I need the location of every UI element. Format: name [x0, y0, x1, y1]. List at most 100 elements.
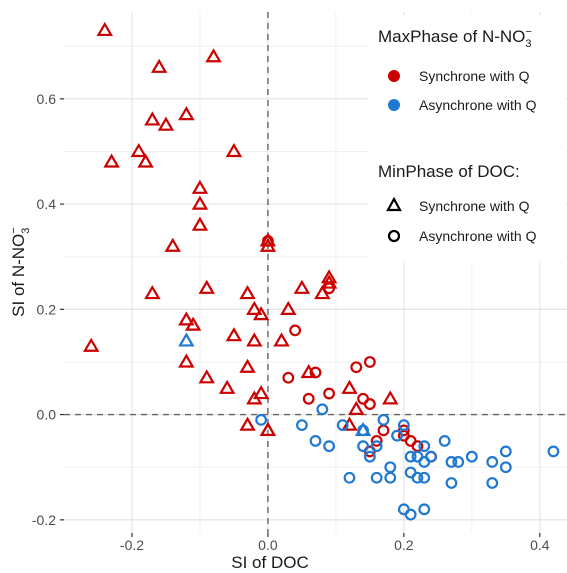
blue-circle-point — [391, 429, 403, 442]
red-triangle-point — [184, 316, 202, 331]
x-tick-label: 0.2 — [394, 537, 414, 553]
legend-color-item-1: Synchrone with Q — [419, 68, 530, 84]
red-triangle-point — [259, 421, 277, 437]
x-axis-ticks: -0.2 0.0 0.2 0.4 — [120, 533, 550, 553]
red-triangle-point — [246, 300, 263, 315]
red-triangle-point — [225, 327, 243, 342]
blue-circle-point — [418, 440, 431, 453]
blue-circle-point — [255, 413, 268, 426]
red-triangle-point — [239, 285, 256, 300]
x-tick-label: 0.0 — [258, 537, 278, 553]
blue-circle-point — [486, 456, 499, 468]
red-triangle-point — [239, 358, 256, 373]
y-axis-label: SI of N-NO3− — [8, 227, 32, 317]
red-triangle-point — [178, 311, 195, 326]
x-axis-label: SI of DOC — [231, 553, 308, 572]
red-circle-point — [363, 398, 376, 410]
reference-lines — [64, 12, 567, 533]
y-tick-label: 0.0 — [37, 407, 57, 423]
blue-circle-point — [418, 471, 431, 484]
red-triangle-point — [348, 400, 365, 415]
red-triangle-point — [164, 237, 181, 252]
red-triangle-point — [82, 337, 100, 352]
red-triangle-point — [198, 369, 215, 384]
red-triangle-point — [225, 142, 243, 158]
legend-shape-item-2: Asynchrone with Q — [419, 228, 537, 244]
blue-circle-point — [499, 445, 512, 458]
red-circle-point — [323, 387, 335, 400]
blue-circle-point — [296, 419, 308, 432]
red-circle-point — [289, 324, 302, 337]
legend-color-item-2: Asynchrone with Q — [419, 97, 537, 113]
red-triangle-point — [382, 390, 399, 405]
y-axis-ticks: -0.2 0.0 0.2 0.4 0.6 — [32, 91, 64, 528]
red-triangle-point — [205, 48, 222, 63]
red-triangle-point — [341, 379, 358, 394]
legend-shape-title: MinPhase of DOC: — [378, 162, 520, 181]
blue-circle-point — [452, 456, 465, 468]
blue-circle-point — [499, 461, 512, 474]
red-triangle-point — [246, 390, 263, 405]
blue-circle-point — [425, 450, 437, 463]
blue-circle-point — [357, 424, 369, 437]
red-triangle-point — [239, 416, 256, 431]
blue-circle-point — [336, 419, 349, 432]
red-circle-point — [370, 435, 383, 447]
y-tick-label: 0.2 — [37, 301, 57, 317]
red-triangle-point — [198, 279, 215, 294]
x-tick-label: 0.4 — [530, 537, 550, 553]
blue-circle-point — [486, 477, 499, 489]
red-circle-point — [262, 235, 274, 247]
blue-circle-point — [445, 456, 458, 468]
red-triangle-point — [178, 353, 195, 368]
red-circle-point — [323, 282, 335, 295]
blue-circle-point — [343, 471, 356, 484]
y-tick-label: -0.2 — [32, 512, 56, 528]
blue-circle-point — [547, 445, 560, 458]
legend-background — [368, 15, 566, 263]
red-circle-point — [282, 371, 295, 384]
legend-shape-item-1: Synchrone with Q — [419, 198, 530, 214]
red-triangle-point — [320, 269, 338, 284]
blue-circle-point — [404, 508, 417, 521]
red-triangle-point — [320, 274, 338, 289]
red-triangle-point — [273, 332, 290, 347]
y-tick-label: 0.6 — [37, 91, 57, 107]
legend-red-dot — [388, 70, 400, 82]
red-circle-point — [309, 366, 322, 379]
red-triangle-point — [130, 142, 147, 158]
red-triangle-point — [293, 279, 311, 294]
red-circle-point — [350, 361, 363, 374]
red-triangle-point — [191, 179, 209, 194]
blue-circle-point — [404, 450, 417, 463]
blue-circle-point — [411, 471, 424, 484]
blue-circle-point — [370, 471, 383, 484]
red-triangle-point — [103, 153, 120, 168]
blue-circle-point — [370, 440, 383, 453]
blue-triangle-point — [178, 332, 195, 347]
legend-color-title: MaxPhase of N-NO3− — [378, 26, 532, 50]
red-triangle-point — [137, 153, 154, 168]
red-triangle-point — [280, 300, 297, 315]
blue-circle-point — [357, 440, 369, 453]
red-triangle-point — [150, 58, 168, 73]
blue-circle-point — [323, 440, 335, 453]
legend-circle-icon — [387, 229, 401, 243]
red-triangle-point — [157, 116, 175, 131]
legend-triangle-icon — [386, 196, 402, 212]
red-triangle-point — [191, 216, 209, 231]
red-triangle-point — [144, 285, 161, 300]
blue-circle-point — [384, 471, 397, 484]
red-circle-point — [302, 392, 315, 405]
blue-circle-point — [438, 435, 451, 447]
blue-circle-point — [316, 403, 329, 416]
red-triangle-point — [218, 379, 236, 394]
blue-circle-point — [309, 435, 322, 447]
red-triangle-point — [246, 332, 263, 347]
y-tick-label: 0.4 — [37, 196, 57, 212]
x-tick-label: -0.2 — [120, 537, 144, 553]
red-circle-point — [363, 356, 376, 368]
red-triangle-point — [178, 106, 195, 121]
blue-circle-point — [377, 413, 390, 426]
